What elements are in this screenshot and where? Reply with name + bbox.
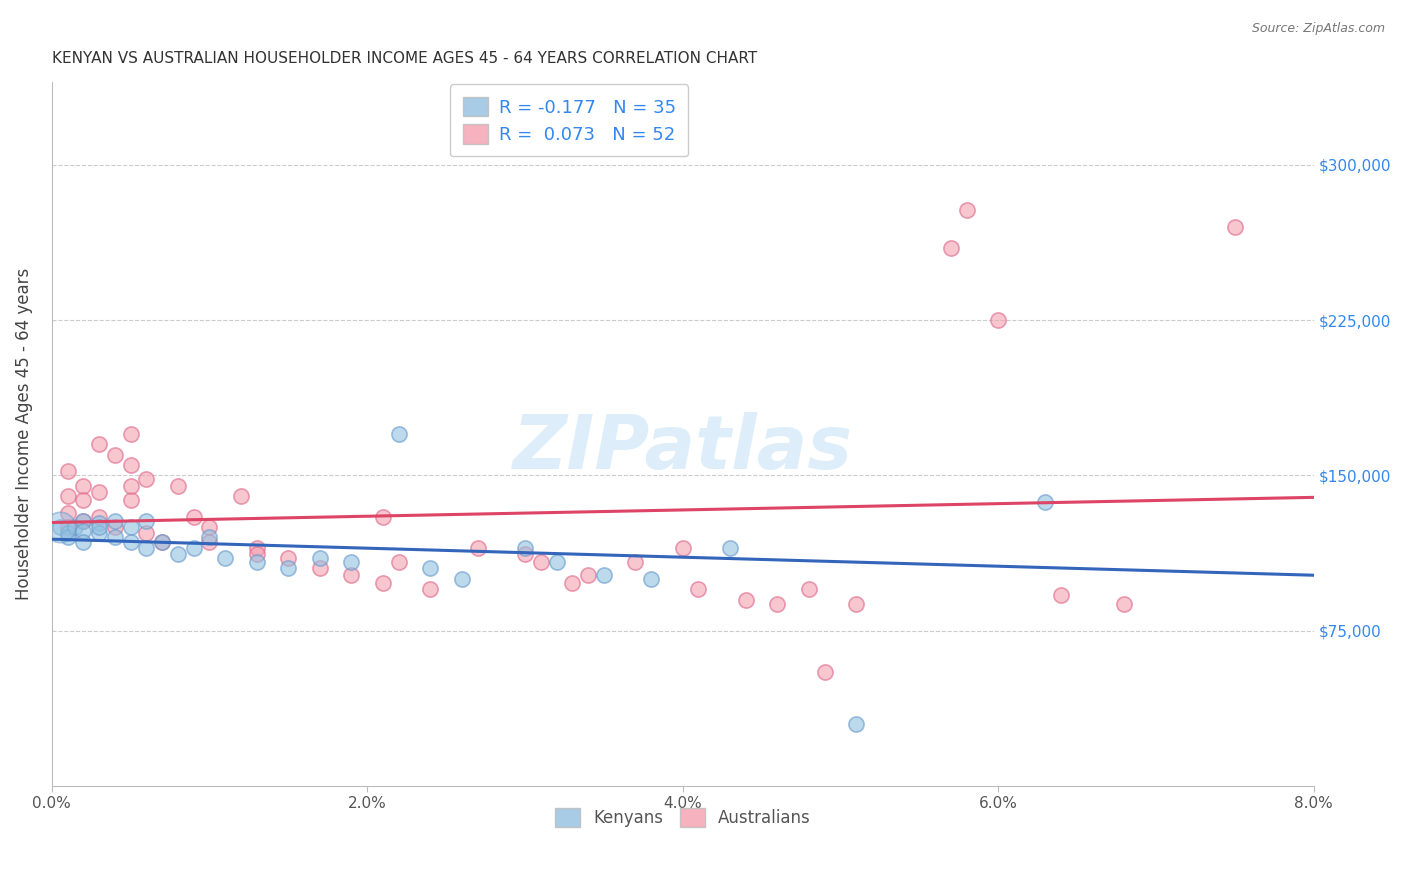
Point [104, 531, 127, 545]
Point [1114, 597, 1136, 611]
Point [450, 572, 472, 586]
Point [72, 524, 94, 539]
Point [198, 531, 221, 545]
Point [120, 479, 142, 493]
Point [72, 493, 94, 508]
Point [939, 241, 962, 255]
Point [371, 576, 394, 591]
Point [135, 473, 157, 487]
Point [48, 520, 70, 534]
Point [246, 547, 269, 561]
Point [72, 479, 94, 493]
Point [592, 567, 614, 582]
Point [576, 567, 599, 582]
Point [120, 493, 142, 508]
Point [246, 555, 269, 569]
Point [104, 520, 127, 534]
Point [135, 541, 157, 555]
Point [56, 464, 79, 478]
Point [309, 551, 332, 566]
Point [371, 509, 394, 524]
Point [104, 514, 127, 528]
Point [104, 448, 127, 462]
Point [419, 561, 441, 575]
Point [183, 509, 205, 524]
Point [48, 520, 70, 534]
Point [167, 479, 190, 493]
Point [419, 582, 441, 597]
Point [120, 534, 142, 549]
Point [56, 489, 79, 503]
Point [388, 555, 411, 569]
Point [1035, 495, 1057, 509]
Point [309, 561, 332, 575]
Point [87, 509, 110, 524]
Point [150, 534, 173, 549]
Point [718, 541, 741, 555]
Point [640, 572, 662, 586]
Text: Source: ZipAtlas.com: Source: ZipAtlas.com [1251, 22, 1385, 36]
Point [198, 520, 221, 534]
Point [987, 313, 1010, 327]
Point [688, 582, 710, 597]
Point [135, 526, 157, 541]
Point [845, 597, 868, 611]
Point [513, 541, 536, 555]
Point [120, 458, 142, 472]
Point [56, 526, 79, 541]
Point [530, 555, 553, 569]
Point [277, 551, 299, 566]
Point [624, 555, 647, 569]
Point [1223, 219, 1246, 234]
Point [87, 520, 110, 534]
Y-axis label: Householder Income Ages 45 - 64 years: Householder Income Ages 45 - 64 years [15, 268, 32, 600]
Point [955, 203, 977, 218]
Point [734, 592, 756, 607]
Point [845, 716, 868, 731]
Point [246, 541, 269, 555]
Point [814, 665, 837, 679]
Point [513, 547, 536, 561]
Point [120, 520, 142, 534]
Point [797, 582, 820, 597]
Point [388, 426, 411, 441]
Point [561, 576, 583, 591]
Point [167, 547, 190, 561]
Point [135, 514, 157, 528]
Point [56, 506, 79, 520]
Point [277, 561, 299, 575]
Point [198, 534, 221, 549]
Point [87, 526, 110, 541]
Point [672, 541, 695, 555]
Point [87, 516, 110, 530]
Point [1050, 588, 1073, 602]
Point [229, 489, 252, 503]
Text: ZIPatlas: ZIPatlas [513, 411, 852, 484]
Legend: Kenyans, Australians: Kenyans, Australians [548, 802, 817, 834]
Point [72, 514, 94, 528]
Point [87, 484, 110, 499]
Text: KENYAN VS AUSTRALIAN HOUSEHOLDER INCOME AGES 45 - 64 YEARS CORRELATION CHART: KENYAN VS AUSTRALIAN HOUSEHOLDER INCOME … [52, 51, 756, 66]
Point [56, 531, 79, 545]
Point [467, 541, 489, 555]
Point [214, 551, 236, 566]
Point [87, 437, 110, 451]
Point [72, 514, 94, 528]
Point [340, 555, 363, 569]
Point [120, 426, 142, 441]
Point [183, 541, 205, 555]
Point [546, 555, 568, 569]
Point [340, 567, 363, 582]
Point [56, 520, 79, 534]
Point [150, 534, 173, 549]
Point [766, 597, 789, 611]
Point [65, 520, 87, 534]
Point [72, 534, 94, 549]
